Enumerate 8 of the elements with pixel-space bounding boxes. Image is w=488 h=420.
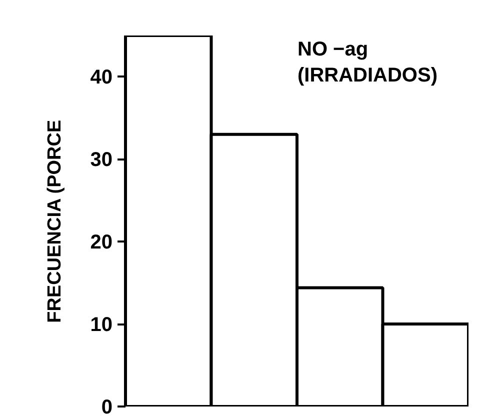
y-tick-label: 30 — [90, 149, 113, 172]
y-tick-label: 0 — [101, 396, 112, 418]
y-tick-label: 40 — [90, 66, 113, 89]
y-axis-title: FRECUENCIA (PORCE — [44, 120, 66, 323]
y-tick-label: 10 — [90, 314, 113, 336]
annotation: (IRRADIADOS) — [298, 64, 438, 86]
y-tick-label: 20 — [90, 232, 113, 254]
annotation: NO −ag — [298, 38, 368, 60]
